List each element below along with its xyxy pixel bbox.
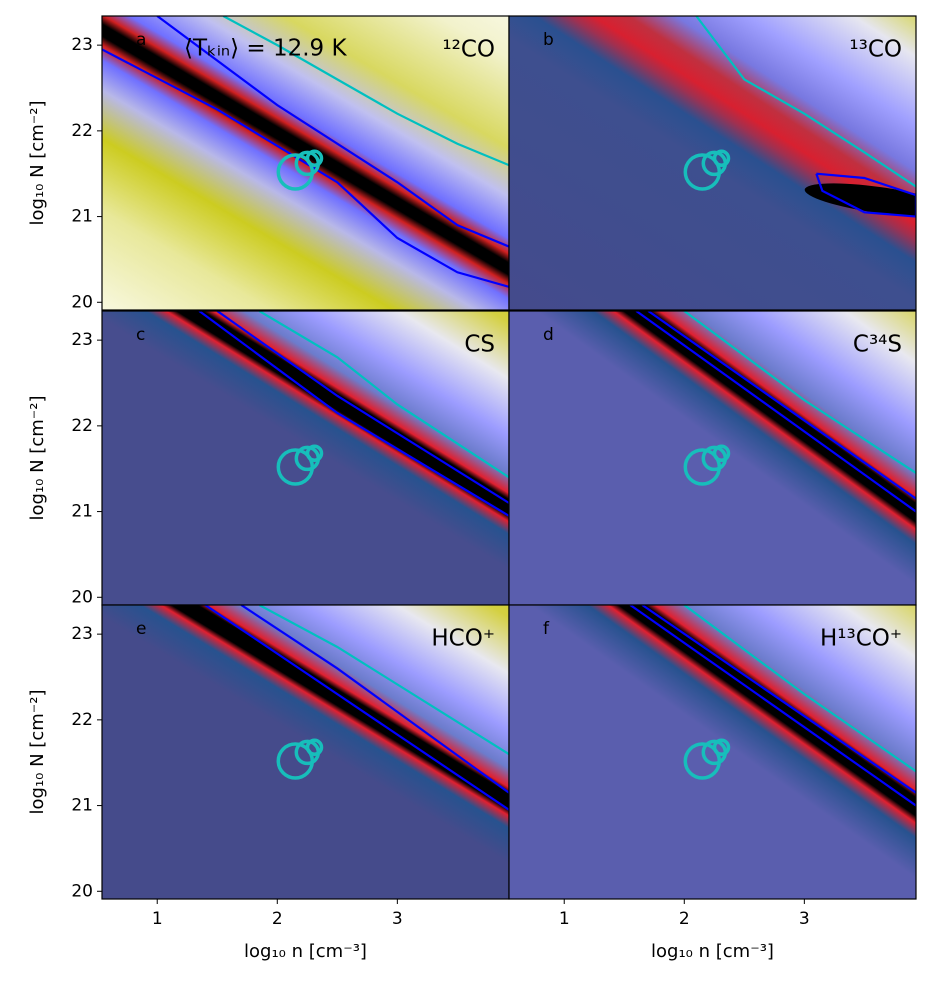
x-tick-label: 1 [152, 909, 163, 929]
contour [258, 311, 509, 479]
heatmap [102, 311, 509, 605]
y-tick-label: 22 [71, 416, 93, 436]
marker [712, 444, 731, 463]
contour [683, 311, 916, 474]
panel-letter: f [543, 619, 550, 639]
marker [305, 149, 324, 168]
x-tick-label: 1 [559, 909, 570, 929]
y-tick-label: 21 [71, 502, 93, 522]
contour [258, 605, 509, 756]
x-tick-label: 2 [272, 909, 283, 929]
panel [509, 16, 916, 310]
y-tick-label: 20 [71, 292, 93, 312]
contour [102, 48, 509, 288]
panel-title: ¹³CO [849, 37, 902, 63]
heatmap [509, 311, 916, 605]
y-tick-label: 23 [71, 35, 93, 55]
x-tick-label: 3 [392, 909, 403, 929]
panel-title: C³⁴S [853, 332, 902, 358]
panel-title: ¹²CO [442, 37, 495, 63]
panel [509, 605, 916, 899]
panel-frame [508, 15, 917, 311]
contour [683, 605, 916, 773]
panel-title: H¹³CO⁺ [820, 626, 902, 652]
y-tick-label: 20 [71, 881, 93, 901]
y-tick-label: 22 [71, 710, 93, 730]
contour [647, 311, 916, 500]
heatmap-peak [804, 183, 916, 217]
contour [198, 311, 509, 517]
heatmap [509, 16, 916, 310]
x-tick-label: 3 [799, 909, 810, 929]
y-tick-label: 22 [71, 121, 93, 141]
panel-frame [508, 604, 917, 900]
panel [102, 605, 509, 899]
panel-letter: a [136, 30, 146, 50]
y-tick-label: 23 [71, 330, 93, 350]
y-tick-label: 23 [71, 624, 93, 644]
y-axis-label: log₁₀ N [cm⁻²] [27, 101, 48, 226]
contour [815, 172, 916, 218]
heatmap [102, 605, 509, 899]
x-axis-label: log₁₀ n [cm⁻³] [651, 941, 774, 962]
contour [156, 16, 509, 248]
y-tick-label: 21 [71, 796, 93, 816]
panel-letter: c [136, 325, 145, 345]
marker [305, 738, 324, 757]
contour [204, 605, 509, 811]
annotation: ⟨Tₖᵢₙ⟩ = 12.9 K [184, 36, 347, 62]
contour [629, 605, 916, 807]
y-axis-label: log₁₀ N [cm⁻²] [27, 396, 48, 521]
y-axis-label: log₁₀ N [cm⁻²] [27, 690, 48, 815]
marker [305, 444, 324, 463]
y-tick-label: 20 [71, 587, 93, 607]
x-tick-label: 2 [679, 909, 690, 929]
panel-letter: b [543, 30, 554, 50]
panel [509, 311, 916, 605]
y-tick-label: 21 [71, 207, 93, 227]
contour [635, 311, 916, 513]
panel [102, 16, 509, 310]
panel-letter: e [136, 619, 146, 639]
contour [222, 16, 509, 167]
panel-letter: d [543, 325, 554, 345]
x-axis-label: log₁₀ n [cm⁻³] [244, 941, 367, 962]
contour [695, 16, 916, 188]
panel-title: CS [464, 332, 495, 358]
marker [712, 738, 731, 757]
panel-title: HCO⁺ [431, 626, 495, 652]
panel [102, 311, 509, 605]
contour [240, 605, 509, 794]
contour [216, 311, 509, 504]
contour [641, 605, 916, 794]
marker [712, 149, 731, 168]
